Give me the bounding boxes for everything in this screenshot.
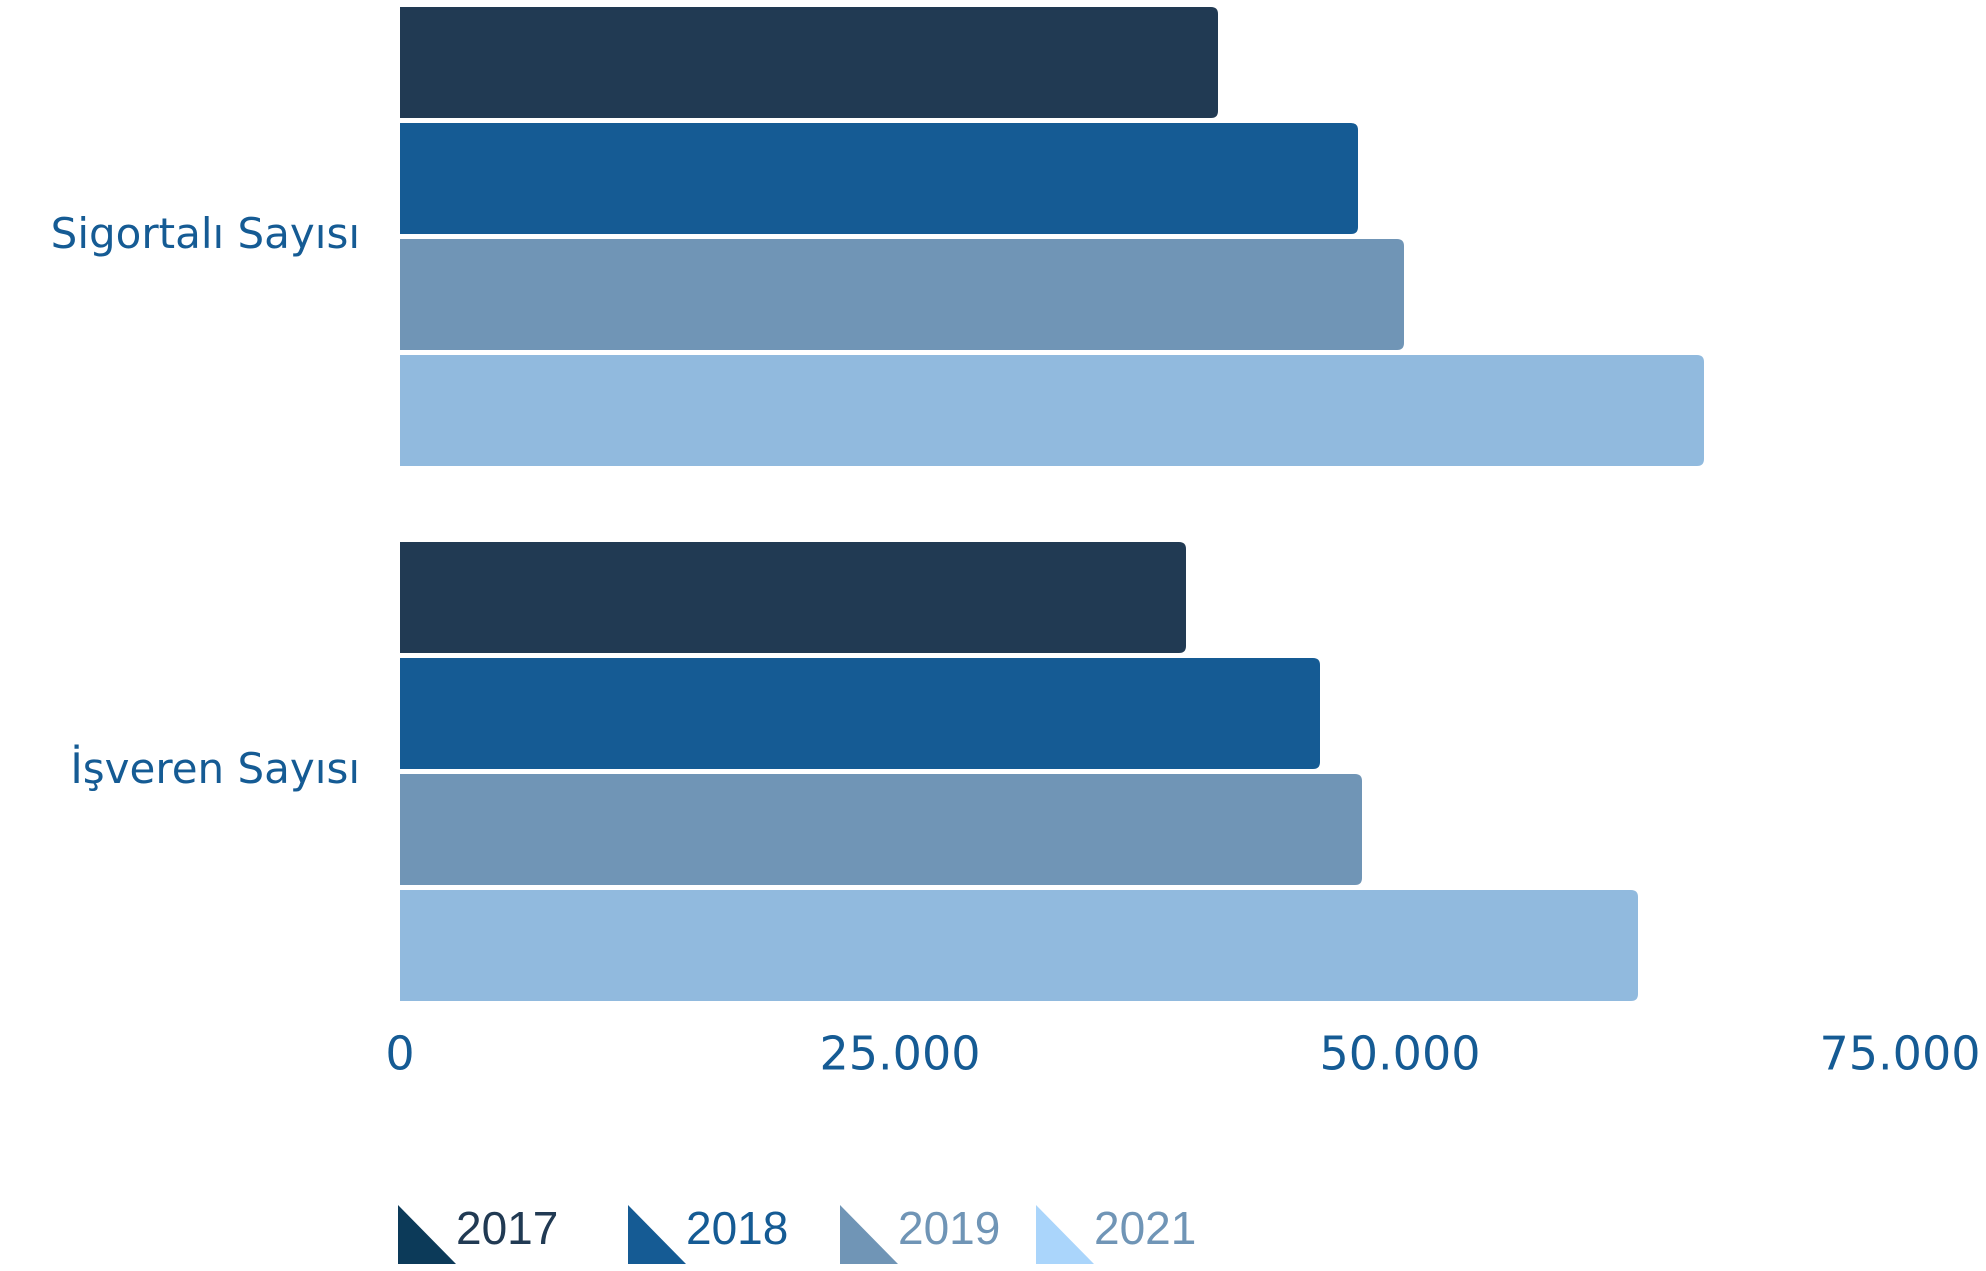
x-axis-ticks: 0 25.000 50.000 75.000 [385,1027,1980,1081]
x-tick-label: 50.000 [1320,1027,1481,1081]
category-label: İşveren Sayısı [70,743,360,793]
legend-label-2018: 2018 [686,1202,788,1254]
bar-2017-isveren [400,542,1186,653]
legend-marker-2019 [840,1205,898,1264]
legend-label-2021: 2021 [1094,1202,1196,1254]
x-tick-label: 0 [385,1027,414,1081]
bar-2018-isveren [400,658,1320,769]
legend: 2017 2018 2019 2021 [398,1202,1196,1264]
legend-label-2017: 2017 [456,1202,558,1254]
legend-label-2019: 2019 [898,1202,1000,1254]
legend-marker-2017 [398,1205,456,1264]
bar-2021-isveren [400,890,1638,1001]
bar-2019-sigortali [400,239,1404,350]
bar-2018-sigortali [400,123,1358,234]
y-axis-labels: Sigortalı Sayısı İşveren Sayısı [51,209,360,793]
bar-2021-sigortali [400,355,1704,466]
x-tick-label: 75.000 [1820,1027,1981,1081]
legend-marker-2018 [628,1205,686,1264]
category-label: Sigortalı Sayısı [51,209,360,258]
legend-marker-2021 [1036,1205,1094,1264]
x-tick-label: 25.000 [820,1027,981,1081]
bar-2017-sigortali [400,7,1218,118]
bars [400,7,1704,1001]
bar-2019-isveren [400,774,1362,885]
